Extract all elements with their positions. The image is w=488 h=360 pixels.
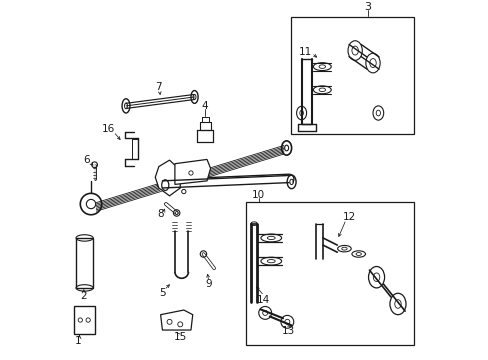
Bar (290, 17, 413, 134)
Bar (76, 238, 93, 288)
Text: 16: 16 (102, 124, 115, 134)
Text: 6: 6 (83, 155, 90, 165)
Bar (74, 306, 94, 334)
Text: 4: 4 (202, 101, 208, 111)
Text: 10: 10 (252, 190, 265, 200)
Text: 9: 9 (205, 279, 212, 289)
Text: 11: 11 (299, 47, 312, 57)
Text: 3: 3 (364, 2, 370, 12)
Text: 15: 15 (173, 332, 186, 342)
Polygon shape (175, 159, 210, 184)
Text: 13: 13 (281, 326, 294, 336)
Text: 12: 12 (343, 212, 356, 221)
Bar (246, 202, 413, 345)
Text: 1: 1 (75, 336, 81, 346)
Text: 14: 14 (256, 295, 269, 305)
Polygon shape (155, 160, 180, 196)
Text: 2: 2 (81, 291, 87, 301)
Text: 7: 7 (155, 82, 161, 92)
Text: 5: 5 (159, 288, 165, 298)
Text: 8: 8 (157, 209, 163, 219)
